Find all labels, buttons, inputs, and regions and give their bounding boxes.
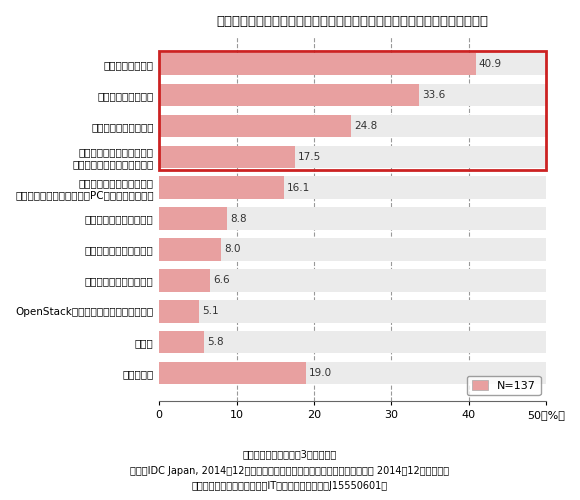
Bar bbox=[159, 270, 546, 291]
Bar bbox=[159, 176, 284, 199]
Legend: N=137: N=137 bbox=[467, 376, 541, 396]
Bar bbox=[159, 331, 204, 353]
Bar bbox=[159, 238, 546, 260]
Text: 次世代ストレージがもたらすITインフラの変革」（J15550601）: 次世代ストレージがもたらすITインフラの変革」（J15550601） bbox=[192, 481, 388, 491]
Text: 17.5: 17.5 bbox=[298, 152, 321, 162]
Text: 5.8: 5.8 bbox=[207, 338, 224, 347]
Bar bbox=[159, 84, 419, 106]
Text: 19.0: 19.0 bbox=[309, 368, 332, 378]
Text: 出典：IDC Japan, 2014年12月「国内企業のストレージ利用実態に関する調査 2014年12月調査版：: 出典：IDC Japan, 2014年12月「国内企業のストレージ利用実態に関す… bbox=[130, 466, 450, 476]
Bar bbox=[159, 362, 546, 384]
Text: 8.8: 8.8 bbox=[230, 214, 247, 224]
Bar bbox=[159, 52, 476, 75]
Bar bbox=[159, 238, 221, 260]
Text: 6.6: 6.6 bbox=[213, 276, 230, 285]
Bar bbox=[159, 362, 306, 384]
Title: クラウドインフラ構築で重視するストレージ技術（プライベートクラウド）: クラウドインフラ構築で重視するストレージ技術（プライベートクラウド） bbox=[216, 15, 488, 28]
Bar bbox=[159, 300, 198, 322]
Bar bbox=[159, 176, 546, 199]
Text: 33.6: 33.6 bbox=[422, 90, 445, 100]
Bar bbox=[159, 84, 546, 106]
Bar bbox=[159, 146, 546, 168]
Bar bbox=[159, 114, 351, 137]
Bar bbox=[159, 270, 210, 291]
Text: 16.1: 16.1 bbox=[287, 182, 310, 192]
Text: 24.8: 24.8 bbox=[354, 120, 378, 130]
Bar bbox=[159, 331, 546, 353]
Bar bbox=[159, 208, 227, 230]
Text: 8.0: 8.0 bbox=[224, 244, 241, 254]
Text: ＊複数回答。重視する3項目を選択: ＊複数回答。重視する3項目を選択 bbox=[243, 450, 337, 460]
Text: 40.9: 40.9 bbox=[478, 59, 502, 69]
Bar bbox=[159, 52, 546, 75]
Bar bbox=[159, 300, 546, 322]
Text: 5.1: 5.1 bbox=[202, 306, 218, 316]
Bar bbox=[159, 114, 546, 137]
Bar bbox=[159, 146, 295, 168]
Bar bbox=[159, 208, 546, 230]
